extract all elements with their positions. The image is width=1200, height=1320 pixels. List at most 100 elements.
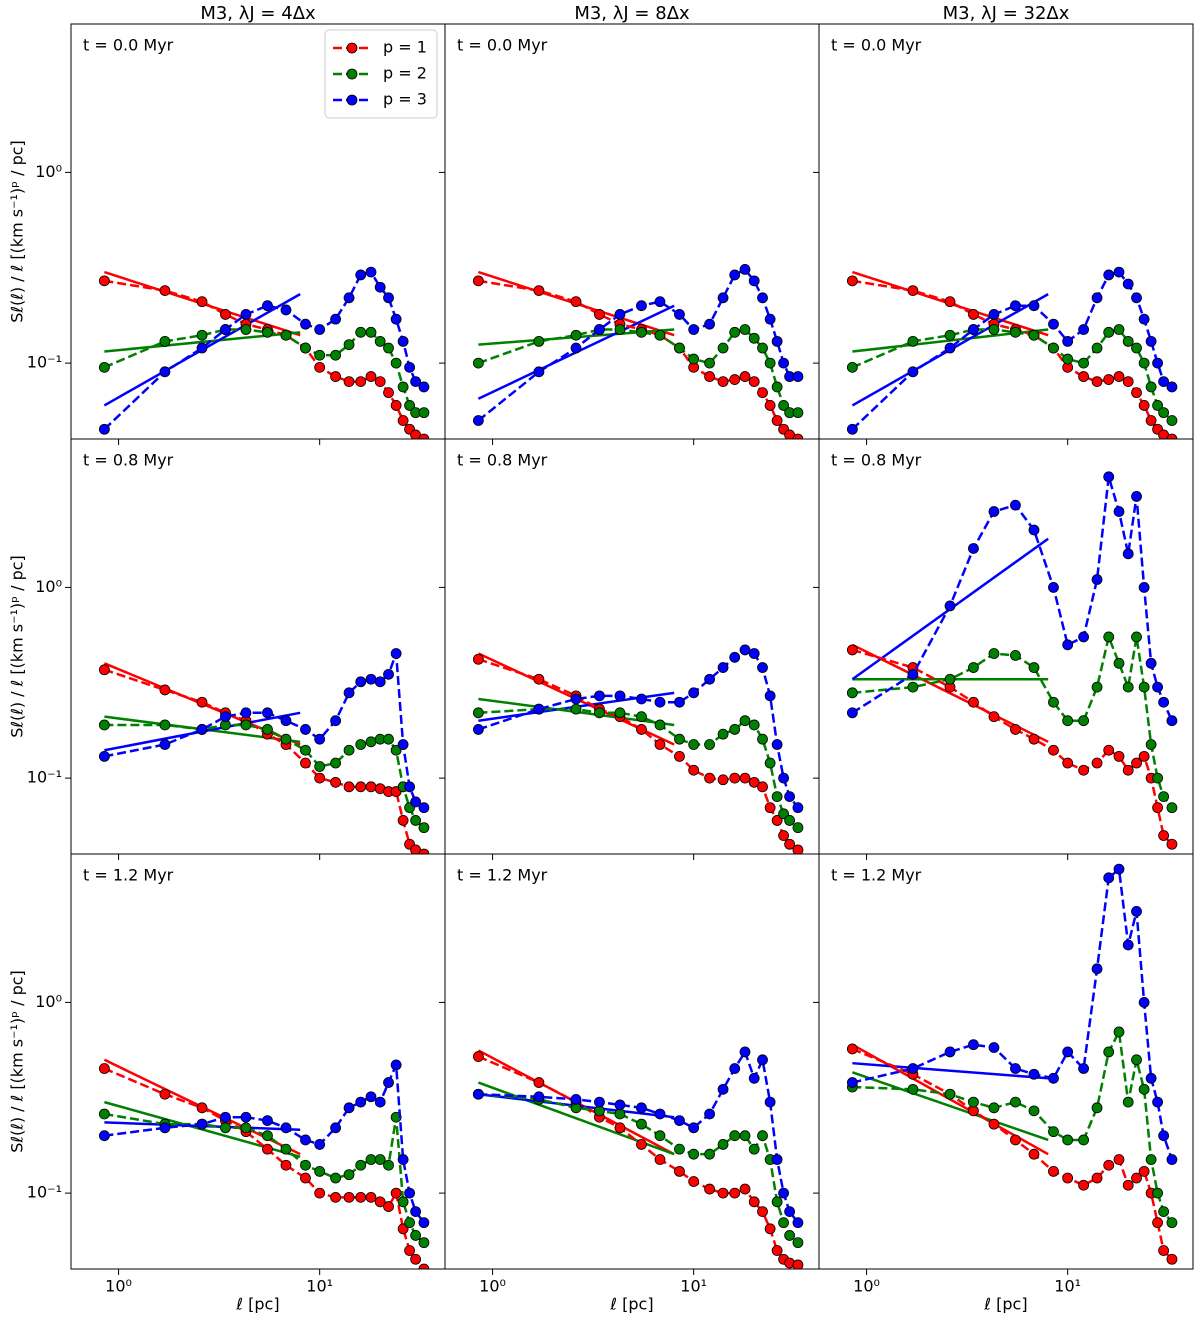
data-point xyxy=(792,844,804,854)
data-point xyxy=(771,1154,783,1165)
data-point xyxy=(1152,681,1163,693)
data-point xyxy=(220,1111,231,1123)
data-point xyxy=(220,324,231,335)
data-point xyxy=(764,802,776,814)
data-point xyxy=(846,687,858,699)
data-point xyxy=(365,326,377,338)
data-point xyxy=(374,1154,386,1165)
data-point xyxy=(314,1139,326,1150)
data-point xyxy=(636,693,647,705)
plot-area xyxy=(98,266,430,439)
data-point xyxy=(355,1191,367,1203)
data-point xyxy=(383,733,394,745)
data-point xyxy=(355,739,367,750)
legend-label: p = 3 xyxy=(383,90,427,109)
data-point xyxy=(280,1143,292,1155)
data-point xyxy=(1091,681,1103,693)
data-point xyxy=(314,1165,326,1177)
data-point xyxy=(365,371,377,382)
data-point xyxy=(636,300,647,312)
panel-title: M3, λJ = 4Δx xyxy=(200,3,316,24)
data-point xyxy=(1145,657,1157,669)
series-line xyxy=(103,668,425,854)
data-point xyxy=(846,423,858,435)
data-point xyxy=(717,1139,729,1150)
data-point xyxy=(907,285,919,296)
data-point xyxy=(654,739,666,750)
data-point xyxy=(784,1230,796,1241)
data-point xyxy=(343,687,355,699)
data-point xyxy=(196,296,208,308)
data-point xyxy=(1103,471,1115,483)
data-point xyxy=(1131,491,1142,502)
data-point xyxy=(390,1187,402,1199)
data-point xyxy=(1145,381,1157,393)
data-point xyxy=(748,1072,760,1084)
data-point xyxy=(1113,371,1125,382)
data-point xyxy=(383,342,394,354)
data-point xyxy=(1103,872,1115,884)
data-point xyxy=(1158,376,1170,387)
data-point xyxy=(280,1159,292,1171)
data-point xyxy=(594,309,605,320)
data-point xyxy=(771,815,783,826)
data-point xyxy=(1138,582,1150,593)
data-point xyxy=(1062,353,1074,365)
data-point xyxy=(688,1122,700,1134)
data-point xyxy=(739,1183,751,1195)
data-point xyxy=(717,1187,729,1199)
data-point xyxy=(757,1130,768,1142)
data-point xyxy=(636,1102,647,1114)
data-point xyxy=(1091,1172,1103,1184)
data-point xyxy=(159,684,171,696)
data-point xyxy=(757,387,768,399)
x-tick-label: 10⁰ xyxy=(853,1277,880,1296)
data-point xyxy=(944,1046,956,1058)
data-point xyxy=(1091,292,1103,304)
data-point xyxy=(988,1102,1000,1114)
data-point xyxy=(771,415,783,426)
series-line xyxy=(477,1055,799,1267)
data-point xyxy=(1166,433,1178,439)
data-point xyxy=(1028,300,1040,312)
data-point xyxy=(1131,1172,1142,1184)
data-point xyxy=(739,371,751,382)
data-point xyxy=(1138,313,1150,325)
data-point xyxy=(688,687,700,699)
data-point xyxy=(472,1088,484,1100)
data-point xyxy=(968,662,979,673)
x-axis-label: ℓ [pc] xyxy=(983,1295,1027,1314)
plot-area xyxy=(846,266,1178,439)
data-point xyxy=(729,374,741,385)
data-point xyxy=(944,1088,956,1100)
data-point xyxy=(196,329,208,341)
series-line xyxy=(477,267,798,422)
data-point xyxy=(739,264,751,275)
data-point xyxy=(1048,744,1059,756)
series-line xyxy=(852,1027,1173,1224)
data-point xyxy=(472,357,484,369)
data-point xyxy=(159,335,171,347)
data-point xyxy=(654,1130,666,1142)
data-point xyxy=(674,309,685,320)
data-point xyxy=(729,1063,741,1074)
data-point xyxy=(764,1096,776,1108)
data-point xyxy=(314,349,326,361)
data-point xyxy=(704,1148,715,1160)
data-point xyxy=(846,1077,858,1088)
data-point xyxy=(1113,863,1125,875)
data-point xyxy=(404,781,415,793)
data-point xyxy=(1122,681,1134,693)
data-point xyxy=(343,1102,355,1114)
data-point xyxy=(968,1039,979,1051)
data-point xyxy=(717,376,729,387)
data-point xyxy=(533,673,545,685)
data-point xyxy=(654,296,666,308)
data-point xyxy=(1028,524,1040,536)
data-point xyxy=(674,342,685,354)
data-point xyxy=(355,269,367,281)
data-point xyxy=(739,1046,751,1058)
data-point xyxy=(1078,715,1089,727)
data-point xyxy=(748,275,760,287)
